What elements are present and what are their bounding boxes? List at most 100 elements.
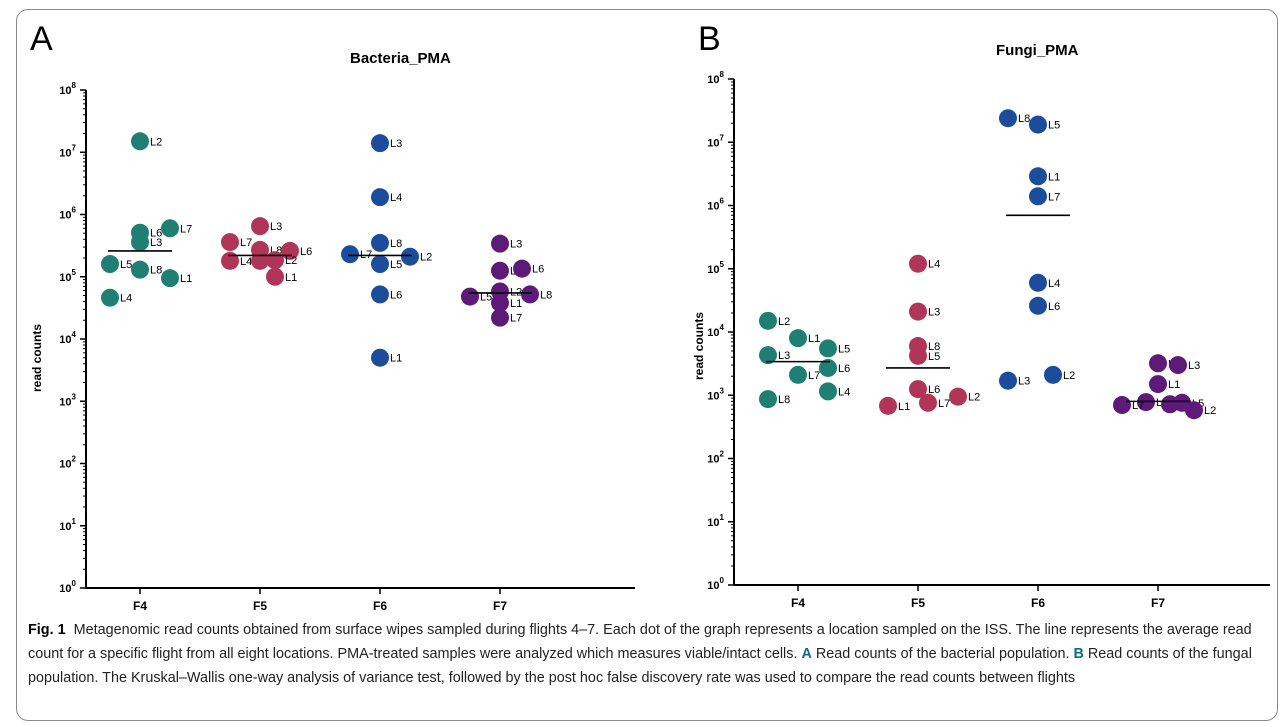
point-label-f4-l5: L5 xyxy=(838,343,850,355)
data-point-f5-l7 xyxy=(919,393,937,412)
caption-ref-b: B xyxy=(1073,646,1084,662)
data-point-f5-l5 xyxy=(909,346,927,365)
point-label-f5-l5: L5 xyxy=(928,351,940,363)
data-point-f6-l6 xyxy=(1029,296,1047,315)
point-label-f4-l4: L4 xyxy=(120,293,132,305)
data-point-f5-l2 xyxy=(266,251,284,270)
data-point-f6-l8 xyxy=(999,109,1017,128)
point-label-f6-l1: L1 xyxy=(390,353,402,365)
y-tick-label-b: 103 xyxy=(707,386,724,402)
data-point-f5-l2 xyxy=(949,387,967,406)
point-label-f4-l6: L6 xyxy=(838,363,850,375)
point-label-f6-l4: L4 xyxy=(390,192,402,204)
point-label-f6-l8: L8 xyxy=(1018,113,1030,125)
point-label-f6-l8: L8 xyxy=(390,238,402,250)
data-point-f4-l6 xyxy=(819,358,837,377)
point-label-f7-l2: L2 xyxy=(1204,405,1216,417)
x-tick-label-b: F6 xyxy=(1031,596,1045,610)
y-tick-label-a: 105 xyxy=(59,268,76,284)
figure-caption: Fig. 1 Metagenomic read counts obtained … xyxy=(28,618,1268,690)
point-label-f7-l7: L7 xyxy=(510,313,522,325)
point-label-f7-l3: L3 xyxy=(510,239,522,251)
point-label-f6-l1: L1 xyxy=(1048,171,1060,183)
point-label-f6-l3: L3 xyxy=(1018,376,1030,388)
data-point-f6-l8 xyxy=(371,233,389,252)
y-tick-label-b: 100 xyxy=(707,576,724,592)
y-tick-label-b: 108 xyxy=(707,70,724,86)
y-tick-label-a: 100 xyxy=(59,579,76,595)
caption-text-1: Metagenomic read counts obtained from su… xyxy=(28,622,1252,662)
point-label-f4-l7: L7 xyxy=(180,223,192,235)
point-label-f6-l6: L6 xyxy=(390,289,402,301)
point-label-f7-l6: L6 xyxy=(532,264,544,276)
point-label-f5-l1: L1 xyxy=(285,272,297,284)
point-label-f5-l8: L8 xyxy=(270,245,282,257)
data-point-f5-l3 xyxy=(251,217,269,236)
point-label-f5-l6: L6 xyxy=(300,246,312,258)
data-point-f6-l6 xyxy=(371,285,389,304)
data-point-f6-l3 xyxy=(371,134,389,153)
point-label-f5-l6: L6 xyxy=(928,384,940,396)
data-point-f6-l1 xyxy=(1029,167,1047,186)
data-point-f4-l4 xyxy=(819,382,837,401)
data-point-f7-l1 xyxy=(1149,375,1167,394)
point-label-f4-l2: L2 xyxy=(778,316,790,328)
data-point-f6-l7 xyxy=(341,245,359,264)
point-label-f6-l5: L5 xyxy=(1048,120,1060,132)
panel-title-a: Bacteria_PMA xyxy=(350,50,451,67)
point-label-f5-l8: L8 xyxy=(928,341,940,353)
point-label-f7-l5: L5 xyxy=(480,292,492,304)
caption-text-2: Read counts of the bacterial population. xyxy=(815,646,1070,662)
x-tick-label-a: F5 xyxy=(253,599,267,613)
data-point-f5-l3 xyxy=(909,302,927,321)
data-point-f5-l4 xyxy=(909,254,927,273)
y-tick-label-b: 107 xyxy=(707,133,724,149)
data-point-f6-l5 xyxy=(371,255,389,274)
y-tick-label-b: 104 xyxy=(707,323,724,339)
data-point-f7-l7 xyxy=(491,308,509,327)
data-point-f7-l5 xyxy=(461,287,479,306)
caption-fig-label: Fig. 1 xyxy=(28,622,66,638)
x-tick-label-a: F7 xyxy=(493,599,507,613)
caption-ref-a: A xyxy=(801,646,812,662)
y-tick-label-a: 101 xyxy=(59,517,76,533)
data-point-f5-l6 xyxy=(909,380,927,399)
data-point-f4-l8 xyxy=(131,260,149,279)
y-tick-label-a: 108 xyxy=(59,81,76,97)
y-tick-label-a: 103 xyxy=(59,392,76,408)
y-tick-label-b: 105 xyxy=(707,260,724,276)
y-tick-label-a: 104 xyxy=(59,330,76,346)
data-point-f4-l4 xyxy=(101,288,119,307)
data-point-f6-l2 xyxy=(401,247,419,266)
data-point-f6-l2 xyxy=(1044,365,1062,384)
data-point-f4-l2 xyxy=(131,132,149,151)
point-label-f5-l4: L4 xyxy=(928,259,940,271)
data-point-f4-l1 xyxy=(789,329,807,348)
data-point-f6-l5 xyxy=(1029,115,1047,134)
x-tick-label-a: F6 xyxy=(373,599,387,613)
y-tick-label-a: 107 xyxy=(59,143,76,159)
point-label-f6-l2: L2 xyxy=(1063,370,1075,382)
point-label-f4-l6: L6 xyxy=(150,228,162,240)
data-point-f7-l1 xyxy=(491,293,509,312)
point-label-f6-l5: L5 xyxy=(390,259,402,271)
data-point-f4-l3 xyxy=(759,346,777,365)
point-label-f6-l4: L4 xyxy=(1048,278,1060,290)
point-label-f5-l1: L1 xyxy=(898,401,910,413)
point-label-f4-l3: L3 xyxy=(150,237,162,249)
point-label-f4-l1: L1 xyxy=(180,273,192,285)
data-point-f7-l4 xyxy=(1149,354,1167,373)
point-label-f7-l7: L7 xyxy=(1132,400,1144,412)
data-point-f4-l7 xyxy=(789,365,807,384)
data-point-f4-l1 xyxy=(161,269,179,288)
point-label-f7-l8: L8 xyxy=(540,289,552,301)
point-label-f4-l2: L2 xyxy=(150,136,162,148)
plot-area-b: 100 101 102 103 104 105 106 107 108 F4 F5 F6 F7 L2 L1 L… xyxy=(707,70,1270,610)
point-label-f7-l1: L1 xyxy=(1168,379,1180,391)
point-label-f4-l8: L8 xyxy=(778,394,790,406)
data-point-f6-l4 xyxy=(1029,273,1047,292)
point-label-f4-l7: L7 xyxy=(808,370,820,382)
data-point-f5-l4 xyxy=(221,251,239,270)
point-label-f7-l1: L1 xyxy=(510,298,522,310)
data-point-f4-l5 xyxy=(101,255,119,274)
